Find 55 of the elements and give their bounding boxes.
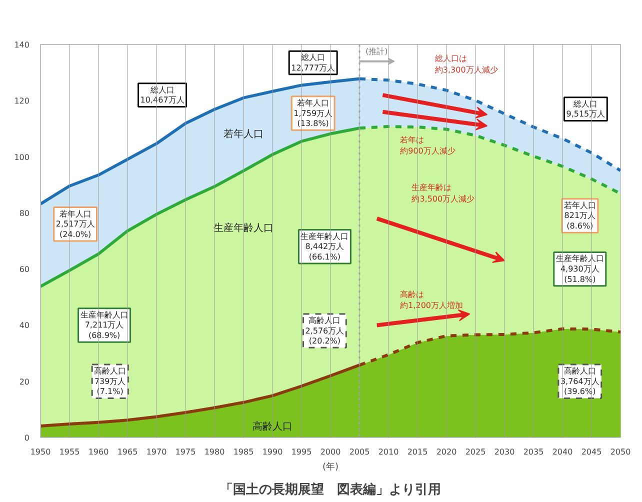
y-tick-label: 60: [19, 265, 30, 274]
x-tick-label: 2040: [552, 448, 573, 456]
x-tick-label: 2015: [407, 448, 428, 456]
annotation: 高齢人口 739万人 (7.1%): [94, 366, 126, 396]
y-tick-label: 140: [14, 40, 30, 50]
x-tick-label: 1990: [262, 448, 283, 456]
annotation: 生産年齢は: [412, 183, 452, 192]
annotation: 若年人口 2,517万人 (24.0%): [56, 209, 95, 240]
annotation: 生産年齢人口 4,930万人 (51.8%): [556, 254, 604, 284]
annotation: 若年人口 821万人 (8.6%): [564, 200, 596, 231]
annotation: 約900万人減少: [400, 146, 456, 156]
annotation: 若年は: [400, 135, 424, 144]
x-tick-label: 2005: [349, 448, 370, 456]
y-tick-label: 100: [14, 152, 30, 162]
x-tick-label: 1955: [59, 448, 80, 456]
x-tick-label: 2050: [610, 448, 631, 456]
annotation: 高齢人口 2,576万人 (20.2%): [305, 316, 344, 346]
annotation: 若年人口 1,759万人 (13.8%): [294, 98, 333, 128]
x-tick-label: 2030: [494, 448, 515, 456]
annotation: 総人口は: [434, 54, 467, 64]
annotation: 約3,300万人減少: [434, 65, 498, 74]
x-tick-label: 2035: [523, 448, 544, 456]
y-tick-label: 80: [19, 208, 30, 218]
annotation: 高齢人口 3,764万人 (39.6%): [560, 366, 600, 396]
x-tick-label: 1980: [204, 448, 225, 456]
y-tick-label: 120: [14, 96, 30, 106]
x-tick-label: 1985: [233, 448, 254, 456]
annotation: 生産年齢人口 7,211万人 (68.9%): [80, 310, 128, 340]
x-tick-label: 1965: [117, 448, 138, 456]
annotation: 総人口 10,467万人: [140, 85, 184, 105]
x-tick-label: 2025: [465, 448, 486, 456]
x-tick-label: 2020: [436, 448, 457, 456]
ref-line-label: (推計): [366, 47, 388, 56]
y-tick-label: 20: [19, 377, 30, 386]
annotation: 総人口 9,515万人: [566, 99, 606, 119]
annotation: 約3,500万人減少: [412, 194, 475, 204]
x-tick-label: 1950: [30, 448, 51, 456]
x-tick-label: 1995: [291, 448, 312, 456]
x-tick-label: 1970: [146, 448, 167, 456]
annotation: 高齢は: [400, 290, 424, 299]
x-tick-label: 1975: [175, 448, 196, 456]
annotation: 生産年齢人口 8,442万人 (66.1%): [300, 232, 349, 262]
y-tick-label: 0: [24, 434, 30, 442]
series-label: 生産年齢人口: [214, 222, 274, 234]
x-tick-label: 2000: [320, 448, 341, 456]
x-axis-title: (年): [322, 462, 339, 472]
x-tick-label: 1960: [88, 448, 109, 456]
series-label: 若年人口: [224, 128, 264, 140]
series-label: 高齢人口: [252, 420, 292, 433]
x-tick-label: 2010: [378, 448, 399, 456]
annotation: 総人口 12,777万人: [291, 53, 336, 72]
x-tick-label: 2045: [581, 448, 602, 456]
y-tick-label: 40: [19, 321, 30, 330]
text: 「国土の長期展望 図表編」より引用: [220, 482, 441, 498]
annotation: 約1,200万人増加: [400, 301, 464, 310]
